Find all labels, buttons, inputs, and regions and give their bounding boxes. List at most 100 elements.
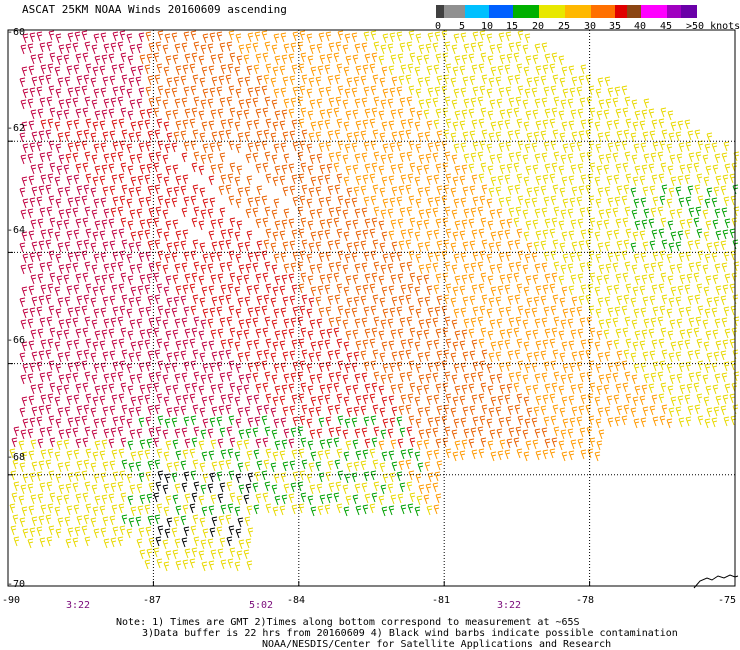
wind-barb bbox=[227, 503, 234, 514]
wind-barb bbox=[58, 264, 65, 275]
wind-barb bbox=[45, 404, 52, 415]
wind-barb bbox=[40, 504, 47, 515]
wind-barb bbox=[463, 373, 470, 384]
wind-barb bbox=[720, 240, 727, 251]
colorbar-swatch bbox=[489, 5, 513, 18]
wind-barb bbox=[29, 527, 36, 538]
wind-barb bbox=[504, 394, 511, 405]
wind-barb bbox=[146, 273, 153, 284]
wind-barb bbox=[103, 153, 110, 164]
wind-barb bbox=[378, 440, 385, 451]
wind-barb bbox=[552, 129, 559, 140]
wind-barb bbox=[418, 429, 425, 440]
wind-barb bbox=[265, 228, 272, 239]
wind-barb bbox=[586, 96, 593, 107]
wind-barb bbox=[558, 385, 565, 396]
wind-barb bbox=[31, 76, 38, 87]
wind-barb bbox=[416, 330, 423, 341]
wind-barb bbox=[406, 41, 413, 52]
wind-barb bbox=[612, 262, 619, 273]
wind-barb bbox=[522, 99, 529, 110]
wind-barb bbox=[182, 394, 189, 405]
wind-barb bbox=[397, 108, 404, 119]
wind-barb bbox=[67, 32, 74, 43]
wind-barb bbox=[720, 185, 727, 196]
wind-barb bbox=[315, 461, 322, 472]
wind-barb bbox=[607, 252, 614, 263]
wind-barb bbox=[148, 372, 155, 383]
wind-barb bbox=[631, 264, 638, 275]
wind-barb bbox=[396, 416, 403, 427]
wind-barb bbox=[534, 263, 541, 274]
wind-barb bbox=[144, 559, 151, 570]
wind-barb bbox=[109, 515, 116, 526]
wind-barb bbox=[307, 275, 314, 286]
wind-barb bbox=[337, 140, 344, 151]
wind-barb bbox=[219, 372, 226, 383]
wind-barb bbox=[362, 174, 369, 185]
wind-barb bbox=[207, 98, 214, 109]
wind-barb bbox=[120, 382, 127, 393]
wind-barb bbox=[112, 416, 119, 427]
wind-barb bbox=[508, 152, 515, 163]
wind-barb bbox=[488, 297, 495, 308]
lat-label: -68 bbox=[7, 452, 26, 463]
wind-barb bbox=[202, 253, 209, 264]
wind-barb bbox=[632, 286, 639, 297]
wind-barb bbox=[364, 273, 371, 284]
wind-barb bbox=[244, 461, 251, 472]
wind-barb bbox=[165, 385, 172, 396]
wind-barb bbox=[409, 217, 416, 228]
wind-barb bbox=[452, 451, 459, 462]
wind-barb bbox=[380, 99, 387, 110]
wind-barb bbox=[630, 132, 637, 143]
wind-barb bbox=[444, 371, 451, 382]
wind-barb bbox=[534, 208, 541, 219]
wind-barb bbox=[585, 239, 592, 250]
wind-barb bbox=[460, 87, 467, 98]
wind-barb bbox=[119, 525, 126, 536]
wind-barb bbox=[47, 118, 54, 129]
wind-barb bbox=[92, 396, 99, 407]
wind-barb bbox=[283, 98, 290, 109]
wind-barb bbox=[378, 220, 385, 231]
wind-barb bbox=[634, 330, 641, 341]
wind-barb bbox=[399, 427, 406, 438]
wind-barb bbox=[49, 162, 56, 173]
wind-barb bbox=[580, 394, 587, 405]
wind-barb bbox=[550, 415, 557, 426]
wind-barb bbox=[515, 261, 522, 272]
wind-barb bbox=[549, 338, 556, 349]
wind-barb bbox=[20, 429, 27, 440]
wind-barb bbox=[229, 327, 236, 338]
wind-barb bbox=[670, 341, 677, 352]
wind-barb bbox=[38, 75, 45, 86]
wind-barb bbox=[119, 195, 126, 206]
wind-barb bbox=[22, 363, 29, 374]
wind-barb bbox=[201, 121, 208, 132]
wind-barb bbox=[283, 208, 290, 219]
wind-barb bbox=[523, 121, 530, 132]
wind-barb bbox=[715, 395, 722, 406]
wind-barb bbox=[427, 252, 434, 263]
wind-barb bbox=[202, 33, 209, 44]
wind-barb bbox=[460, 307, 467, 318]
wind-barb bbox=[73, 119, 80, 130]
wind-barb bbox=[487, 165, 494, 176]
wind-barb bbox=[234, 286, 241, 297]
wind-barb bbox=[702, 154, 709, 165]
wind-barb bbox=[37, 218, 44, 229]
wind-barb bbox=[526, 132, 533, 143]
wind-barb bbox=[497, 450, 504, 461]
wind-barb bbox=[307, 220, 314, 231]
wind-barb bbox=[344, 198, 351, 209]
wind-barb bbox=[145, 416, 152, 427]
wind-barb bbox=[64, 241, 71, 252]
wind-barb bbox=[291, 284, 298, 295]
wind-barb bbox=[55, 198, 62, 209]
wind-barb bbox=[111, 504, 118, 515]
wind-barb bbox=[624, 206, 631, 217]
wind-barb bbox=[687, 295, 694, 306]
wind-barb bbox=[128, 297, 135, 308]
wind-barb bbox=[139, 439, 146, 450]
